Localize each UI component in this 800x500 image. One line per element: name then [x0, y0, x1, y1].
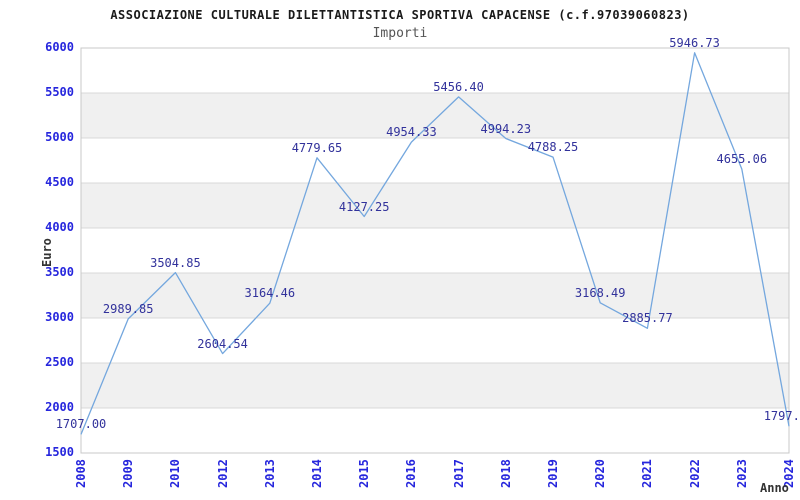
x-tick-label: 2018: [498, 459, 513, 488]
y-tick-label: 2000: [45, 400, 74, 414]
data-line: [80, 52, 790, 435]
plot-band: [81, 363, 789, 408]
y-tick-label: 5500: [45, 85, 74, 99]
data-point-label: 1707.00: [55, 417, 107, 432]
x-tick-label: 2023: [734, 459, 749, 488]
data-point-label: 4954.33: [386, 125, 437, 140]
x-tick-label: 2012: [215, 459, 230, 488]
data-point-label: 3504.85: [150, 255, 201, 270]
y-tick-label: 5000: [45, 130, 74, 144]
x-tick-label: 2019: [546, 459, 560, 488]
plot-band: [81, 93, 789, 138]
x-tick-label: 2010: [168, 459, 183, 488]
data-point-label: 3164.46: [244, 286, 296, 301]
x-tick-label: 2021: [640, 459, 655, 488]
plot-border: [80, 47, 790, 454]
y-tick-label: 4000: [45, 220, 74, 234]
y-axis-title: Euro: [40, 237, 54, 267]
data-point-label: 4127.25: [338, 199, 390, 214]
data-point-label: 5456.40: [433, 79, 484, 94]
y-tick-label: 3500: [45, 265, 74, 279]
data-point-label: 2604.54: [197, 336, 248, 351]
y-tick-label: 4500: [45, 175, 74, 189]
x-tick-label: 2016: [404, 459, 419, 488]
x-tick-label: 2014: [310, 459, 324, 488]
chart-subtitle: Importi: [372, 26, 428, 41]
y-tick-label: 1500: [45, 445, 74, 459]
data-point-label: 2885.77: [622, 311, 673, 326]
y-tick-label: 6000: [45, 40, 74, 54]
y-tick-label: 2500: [45, 355, 74, 369]
chart-title: ASSOCIAZIONE CULTURALE DILETTANTISTICA S…: [110, 8, 690, 22]
data-point-label: 3168.49: [574, 285, 626, 300]
data-point-label: 5946.73: [669, 35, 720, 50]
y-tick-label: 3000: [45, 310, 74, 324]
data-point-label: 4994.23: [480, 121, 532, 136]
data-point-label: 2989.85: [102, 301, 154, 316]
x-tick-label: 2022: [687, 459, 702, 488]
plot-band: [81, 273, 789, 318]
data-point-label: 4779.65: [291, 140, 343, 155]
x-tick-label: 2013: [262, 459, 277, 488]
data-point-label: 4788.25: [527, 140, 579, 155]
x-tick-label: 2017: [451, 459, 466, 488]
data-point-label: 1797.00: [763, 409, 800, 424]
x-tick-label: 2008: [74, 459, 88, 488]
x-tick-label: 2015: [357, 459, 372, 488]
plot-band: [81, 183, 789, 228]
x-axis-title: Anno: [760, 481, 789, 495]
data-point-label: 4655.06: [716, 152, 768, 167]
x-tick-label: 2020: [593, 459, 608, 488]
x-tick-label: 2009: [121, 459, 136, 488]
